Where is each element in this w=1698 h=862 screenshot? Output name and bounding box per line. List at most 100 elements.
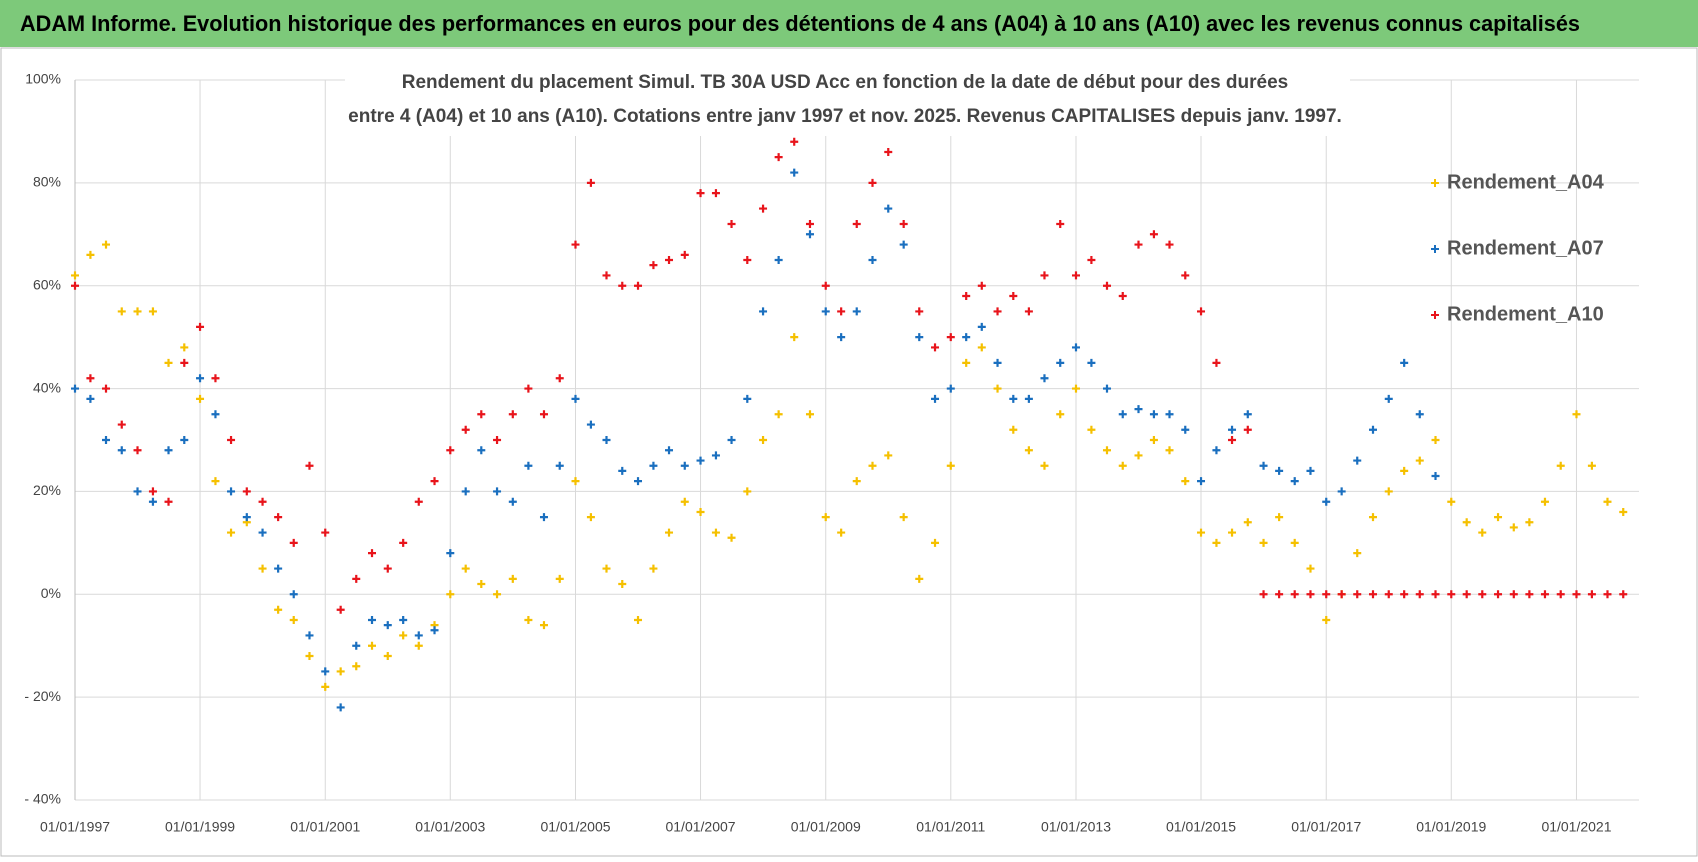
point [1259,538,1268,547]
point [774,410,783,419]
point [805,410,814,419]
point [336,605,345,614]
y-tick-label: 100% [25,71,61,87]
point [634,616,643,624]
x-tick-label: 01/01/2001 [290,819,360,835]
point [915,333,924,342]
point [1322,590,1331,599]
point [1087,256,1096,264]
point [180,343,189,352]
point [1337,590,1346,599]
y-tick-label: - 40% [24,791,61,807]
point [117,420,126,429]
point [289,538,298,547]
point [1228,425,1237,434]
point [586,513,595,522]
point [477,580,486,588]
point [1102,281,1111,290]
point [352,662,361,671]
point [837,307,846,316]
point [1556,461,1565,470]
point [759,436,768,444]
point [399,631,408,640]
point [1572,590,1581,599]
point [524,461,533,470]
point [696,189,705,198]
point [196,374,205,383]
legend-label: Rendement_A10 [1447,303,1604,325]
point [1071,384,1080,393]
point [289,616,298,624]
point [1447,590,1456,599]
point [414,497,423,506]
point [1290,477,1299,486]
point [696,508,705,516]
point [1024,394,1033,403]
point [586,420,595,429]
point [899,513,908,522]
point [1306,590,1315,599]
legend-marker [1431,245,1439,253]
point [211,374,220,383]
point [555,461,564,470]
point [680,461,689,470]
point [1009,292,1018,300]
point [227,528,236,537]
point [1040,461,1049,470]
point [1415,410,1424,419]
point [1431,436,1440,444]
x-tick-label: 01/01/1997 [40,819,110,835]
point [368,616,377,624]
point [1071,271,1080,280]
point [727,533,736,542]
point [461,425,470,434]
point [884,204,893,213]
x-tick-label: 01/01/2015 [1166,819,1236,835]
point [618,466,627,475]
point [1619,590,1628,599]
point [1525,590,1534,599]
point [977,322,986,331]
point [790,168,799,177]
point [1212,538,1221,547]
point [71,271,79,280]
point [1384,394,1393,403]
point [446,590,455,599]
point [1024,307,1033,316]
grid: - 40% - 20% 0% 20% 40% 60% 80% 100% 01/01/1997 01… [24,71,1639,835]
point [962,358,971,367]
point [493,590,502,599]
point [1587,590,1596,599]
point [1056,220,1065,228]
point [164,446,173,455]
point [821,281,830,290]
point [1368,590,1377,599]
point [368,549,377,558]
point [1290,590,1299,599]
point [180,358,189,367]
point [649,461,658,470]
point [1322,497,1331,506]
point [555,374,564,383]
point [1619,508,1628,516]
point [1149,436,1158,444]
point [1197,307,1206,316]
point [164,358,173,367]
point [1556,590,1565,599]
point [1181,271,1190,280]
y-tick-label: 0% [41,585,61,601]
point [368,641,377,650]
point [86,250,95,259]
point [899,240,908,249]
point [1400,466,1409,475]
point [336,703,345,712]
point [274,513,283,522]
point [1134,405,1143,414]
point [289,590,298,599]
point [508,497,517,506]
point [1134,240,1143,249]
point [133,487,142,496]
point [711,528,720,537]
point [821,513,830,522]
